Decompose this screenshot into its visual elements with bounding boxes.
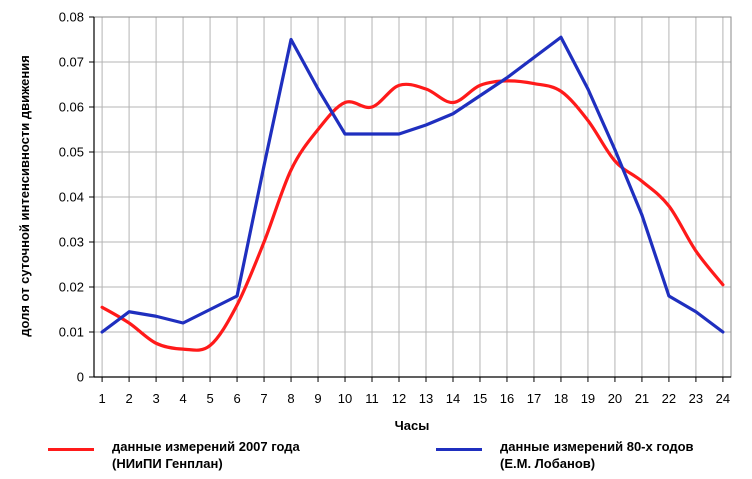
- x-tick-label: 20: [608, 391, 622, 406]
- legend-label-80s-line2: (Е.М. Лобанов): [500, 456, 596, 471]
- y-tick-label: 0.06: [59, 100, 84, 115]
- y-tick-label: 0.02: [59, 280, 84, 295]
- x-tick-label: 2: [125, 391, 132, 406]
- x-tick-label: 12: [392, 391, 406, 406]
- y-tick-label: 0.04: [59, 190, 84, 205]
- x-tick-label: 13: [419, 391, 433, 406]
- x-tick-label: 3: [152, 391, 159, 406]
- legend-item-80s: данные измерений 80-х годов (Е.М. Лобано…: [436, 438, 694, 472]
- x-tick-label: 14: [446, 391, 460, 406]
- y-tick-label: 0: [77, 370, 84, 385]
- x-tick-label: 5: [206, 391, 213, 406]
- x-tick-label: 9: [314, 391, 321, 406]
- legend-label-80s: данные измерений 80-х годов (Е.М. Лобано…: [500, 438, 694, 472]
- x-tick-label: 24: [716, 391, 730, 406]
- x-tick-label: 7: [260, 391, 267, 406]
- x-tick-label: 19: [581, 391, 595, 406]
- legend-label-2007: данные измерений 2007 года (НИиПИ Генпла…: [112, 438, 300, 472]
- y-tick-labels: 0 0.01 0.02 0.03 0.04 0.05 0.06 0.07 0.08: [59, 10, 84, 385]
- series-line-80s: [100, 35, 725, 334]
- y-tick-label: 0.05: [59, 145, 84, 160]
- legend-swatch-80s: [436, 448, 482, 451]
- y-tick-label: 0.08: [59, 10, 84, 25]
- series-layer: [100, 35, 725, 352]
- legend-label-80s-line1: данные измерений 80-х годов: [500, 439, 694, 454]
- x-tick-label: 22: [662, 391, 676, 406]
- x-tick-label: 18: [554, 391, 568, 406]
- x-tick-label: 23: [689, 391, 703, 406]
- x-tick-label: 10: [338, 391, 352, 406]
- x-axis-title: Часы: [395, 418, 430, 433]
- x-tick-label: 6: [233, 391, 240, 406]
- legend-item-2007: данные измерений 2007 года (НИиПИ Генпла…: [48, 438, 300, 472]
- y-tick-label: 0.03: [59, 235, 84, 250]
- y-axis-title: доля от суточной интенсивности движения: [17, 55, 32, 337]
- legend-label-2007-line1: данные измерений 2007 года: [112, 439, 300, 454]
- x-tick-label: 8: [287, 391, 294, 406]
- x-tick-label: 15: [473, 391, 487, 406]
- legend-label-2007-line2: (НИиПИ Генплан): [112, 456, 223, 471]
- y-tick-label: 0.07: [59, 55, 84, 70]
- x-tick-label: 1: [98, 391, 105, 406]
- x-tick-label: 16: [500, 391, 514, 406]
- x-tick-label: 17: [527, 391, 541, 406]
- legend-swatch-2007: [48, 448, 94, 451]
- x-tick-label: 21: [635, 391, 649, 406]
- x-tick-label: 11: [365, 391, 379, 406]
- series-line-2007: [100, 79, 725, 352]
- x-tick-labels: 1 2 3 4 5 6 7 8 9 10 11 12 13 14 15 16 17 18 19 20 21 22 23 24: [98, 391, 730, 406]
- x-tick-label: 4: [179, 391, 186, 406]
- plot-frame: [89, 16, 732, 382]
- y-tick-label: 0.01: [59, 325, 84, 340]
